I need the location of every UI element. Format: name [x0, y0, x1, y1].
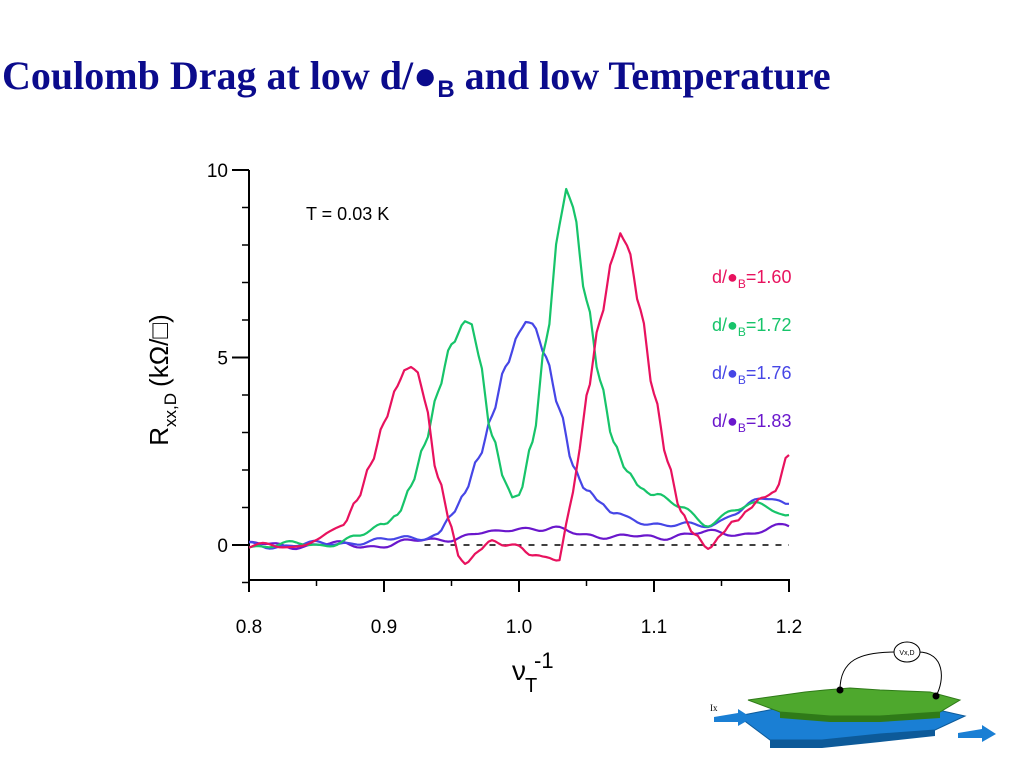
current-arrow-right [958, 725, 996, 742]
bottom-layer-edge [770, 730, 935, 748]
series-line-3 [248, 522, 790, 551]
x-tick-label: 0.8 [236, 617, 262, 638]
temperature-annotation: T = 0.03 K [306, 204, 389, 224]
voltmeter-wire [839, 651, 942, 697]
current-label: Ix [710, 703, 718, 713]
ylabel-sub: xx,D [161, 393, 180, 427]
x-axis-label: ν T -1 [512, 648, 554, 697]
ylabel-main: R [144, 427, 174, 446]
y-axis-label: Rxx,D (kΩ/□) [144, 314, 180, 445]
y-tick-label: 10 [207, 161, 228, 182]
xlabel-sup: -1 [534, 648, 554, 673]
x-tick-label: 1.2 [776, 617, 802, 638]
legend-entry: d/●B=1.72 [712, 315, 791, 339]
ylabel-unit: (kΩ/□) [144, 314, 174, 387]
x-tick-label: 0.9 [371, 617, 397, 638]
top-layer [747, 687, 962, 717]
voltmeter-icon [893, 641, 921, 663]
title-prefix: Coulomb Drag at low d/ [2, 53, 414, 98]
slide-title: Coulomb Drag at low d/●B and low Tempera… [0, 52, 1024, 104]
xlabel-main: ν [512, 655, 526, 686]
series-line-1 [248, 187, 790, 549]
svg-text:Rxx,D(kΩ/□): Rxx,D (kΩ/□) [144, 314, 180, 445]
x-tick-label: 1.1 [641, 617, 667, 638]
bilayer-device-inset: Vx,D Ix [710, 641, 996, 748]
title-subscript: B [437, 76, 455, 103]
voltmeter-label: Vx,D [899, 650, 914, 657]
xlabel-sub: T [525, 675, 537, 697]
legend: d/●B=1.60 d/●B=1.72 d/●B=1.76 d/●B=1.83 [712, 267, 791, 435]
contact-right [932, 692, 940, 700]
current-arrow-left [714, 709, 752, 726]
top-layer-edge [780, 712, 940, 722]
contact-left [836, 686, 844, 694]
legend-entry: d/●B=1.83 [712, 411, 791, 435]
y-tick-label: 0 [217, 536, 228, 557]
series-line-0 [248, 232, 790, 565]
legend-entry: d/●B=1.60 [712, 267, 791, 291]
title-suffix: and low Temperature [454, 53, 831, 98]
series-line-2 [248, 320, 789, 550]
legend-entry: d/●B=1.76 [712, 363, 791, 387]
x-tick-label: 1.0 [506, 617, 532, 638]
lambda-dot: ● [413, 53, 438, 98]
y-tick-label: 5 [217, 349, 228, 370]
